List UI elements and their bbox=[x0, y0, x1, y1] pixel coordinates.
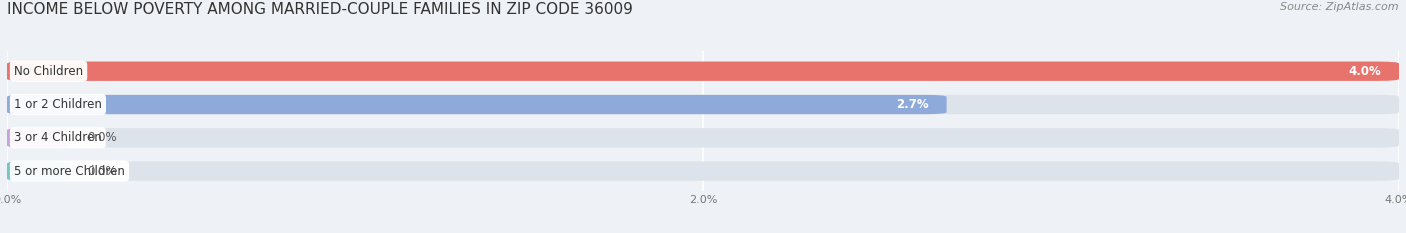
FancyBboxPatch shape bbox=[7, 161, 70, 181]
Text: 0.0%: 0.0% bbox=[87, 131, 117, 144]
Text: 2.7%: 2.7% bbox=[897, 98, 929, 111]
Text: No Children: No Children bbox=[14, 65, 83, 78]
FancyBboxPatch shape bbox=[7, 161, 1399, 181]
Text: 0.0%: 0.0% bbox=[87, 164, 117, 178]
Text: 3 or 4 Children: 3 or 4 Children bbox=[14, 131, 101, 144]
FancyBboxPatch shape bbox=[7, 95, 1399, 114]
FancyBboxPatch shape bbox=[7, 62, 1399, 81]
FancyBboxPatch shape bbox=[7, 128, 1399, 147]
FancyBboxPatch shape bbox=[7, 128, 70, 147]
FancyBboxPatch shape bbox=[7, 95, 946, 114]
Text: Source: ZipAtlas.com: Source: ZipAtlas.com bbox=[1281, 2, 1399, 12]
Text: INCOME BELOW POVERTY AMONG MARRIED-COUPLE FAMILIES IN ZIP CODE 36009: INCOME BELOW POVERTY AMONG MARRIED-COUPL… bbox=[7, 2, 633, 17]
Text: 5 or more Children: 5 or more Children bbox=[14, 164, 125, 178]
FancyBboxPatch shape bbox=[7, 62, 1399, 81]
Text: 4.0%: 4.0% bbox=[1348, 65, 1382, 78]
Text: 1 or 2 Children: 1 or 2 Children bbox=[14, 98, 101, 111]
